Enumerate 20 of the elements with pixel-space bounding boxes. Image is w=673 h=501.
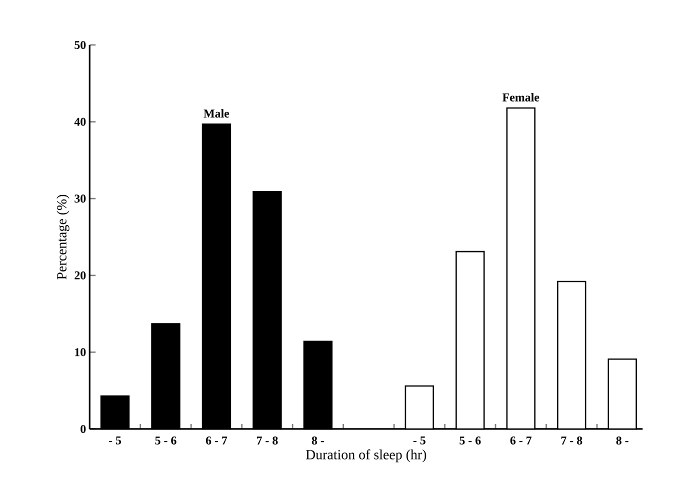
- x-tick-label: 7 - 8: [256, 436, 278, 445]
- y-tick-label: 20: [74, 271, 86, 280]
- x-tick-label: 6 - 7: [206, 436, 228, 445]
- x-tick-label: 8 -: [616, 436, 628, 445]
- y-tick-label: 30: [74, 194, 86, 203]
- x-axis-title: Duration of sleep (hr): [306, 449, 426, 462]
- x-tick-label: 6 - 7: [510, 436, 532, 445]
- y-axis-title: Percentage (%): [56, 194, 70, 280]
- x-tick-label: 5 - 6: [460, 436, 481, 445]
- x-tick-label: - 5: [108, 436, 122, 444]
- series-label: Female: [502, 93, 540, 102]
- y-tick-label: 50: [74, 40, 86, 50]
- x-tick-label: - 5: [413, 436, 426, 444]
- x-tick-label: 7 - 8: [561, 436, 582, 445]
- x-tick-label: 5 - 6: [155, 436, 176, 445]
- y-tick-label: 10: [75, 348, 86, 356]
- y-tick-label: 0: [80, 424, 86, 434]
- series-label: Male: [204, 109, 230, 118]
- y-tick-label: 40: [74, 118, 86, 126]
- x-tick-label: 8 -: [312, 436, 324, 445]
